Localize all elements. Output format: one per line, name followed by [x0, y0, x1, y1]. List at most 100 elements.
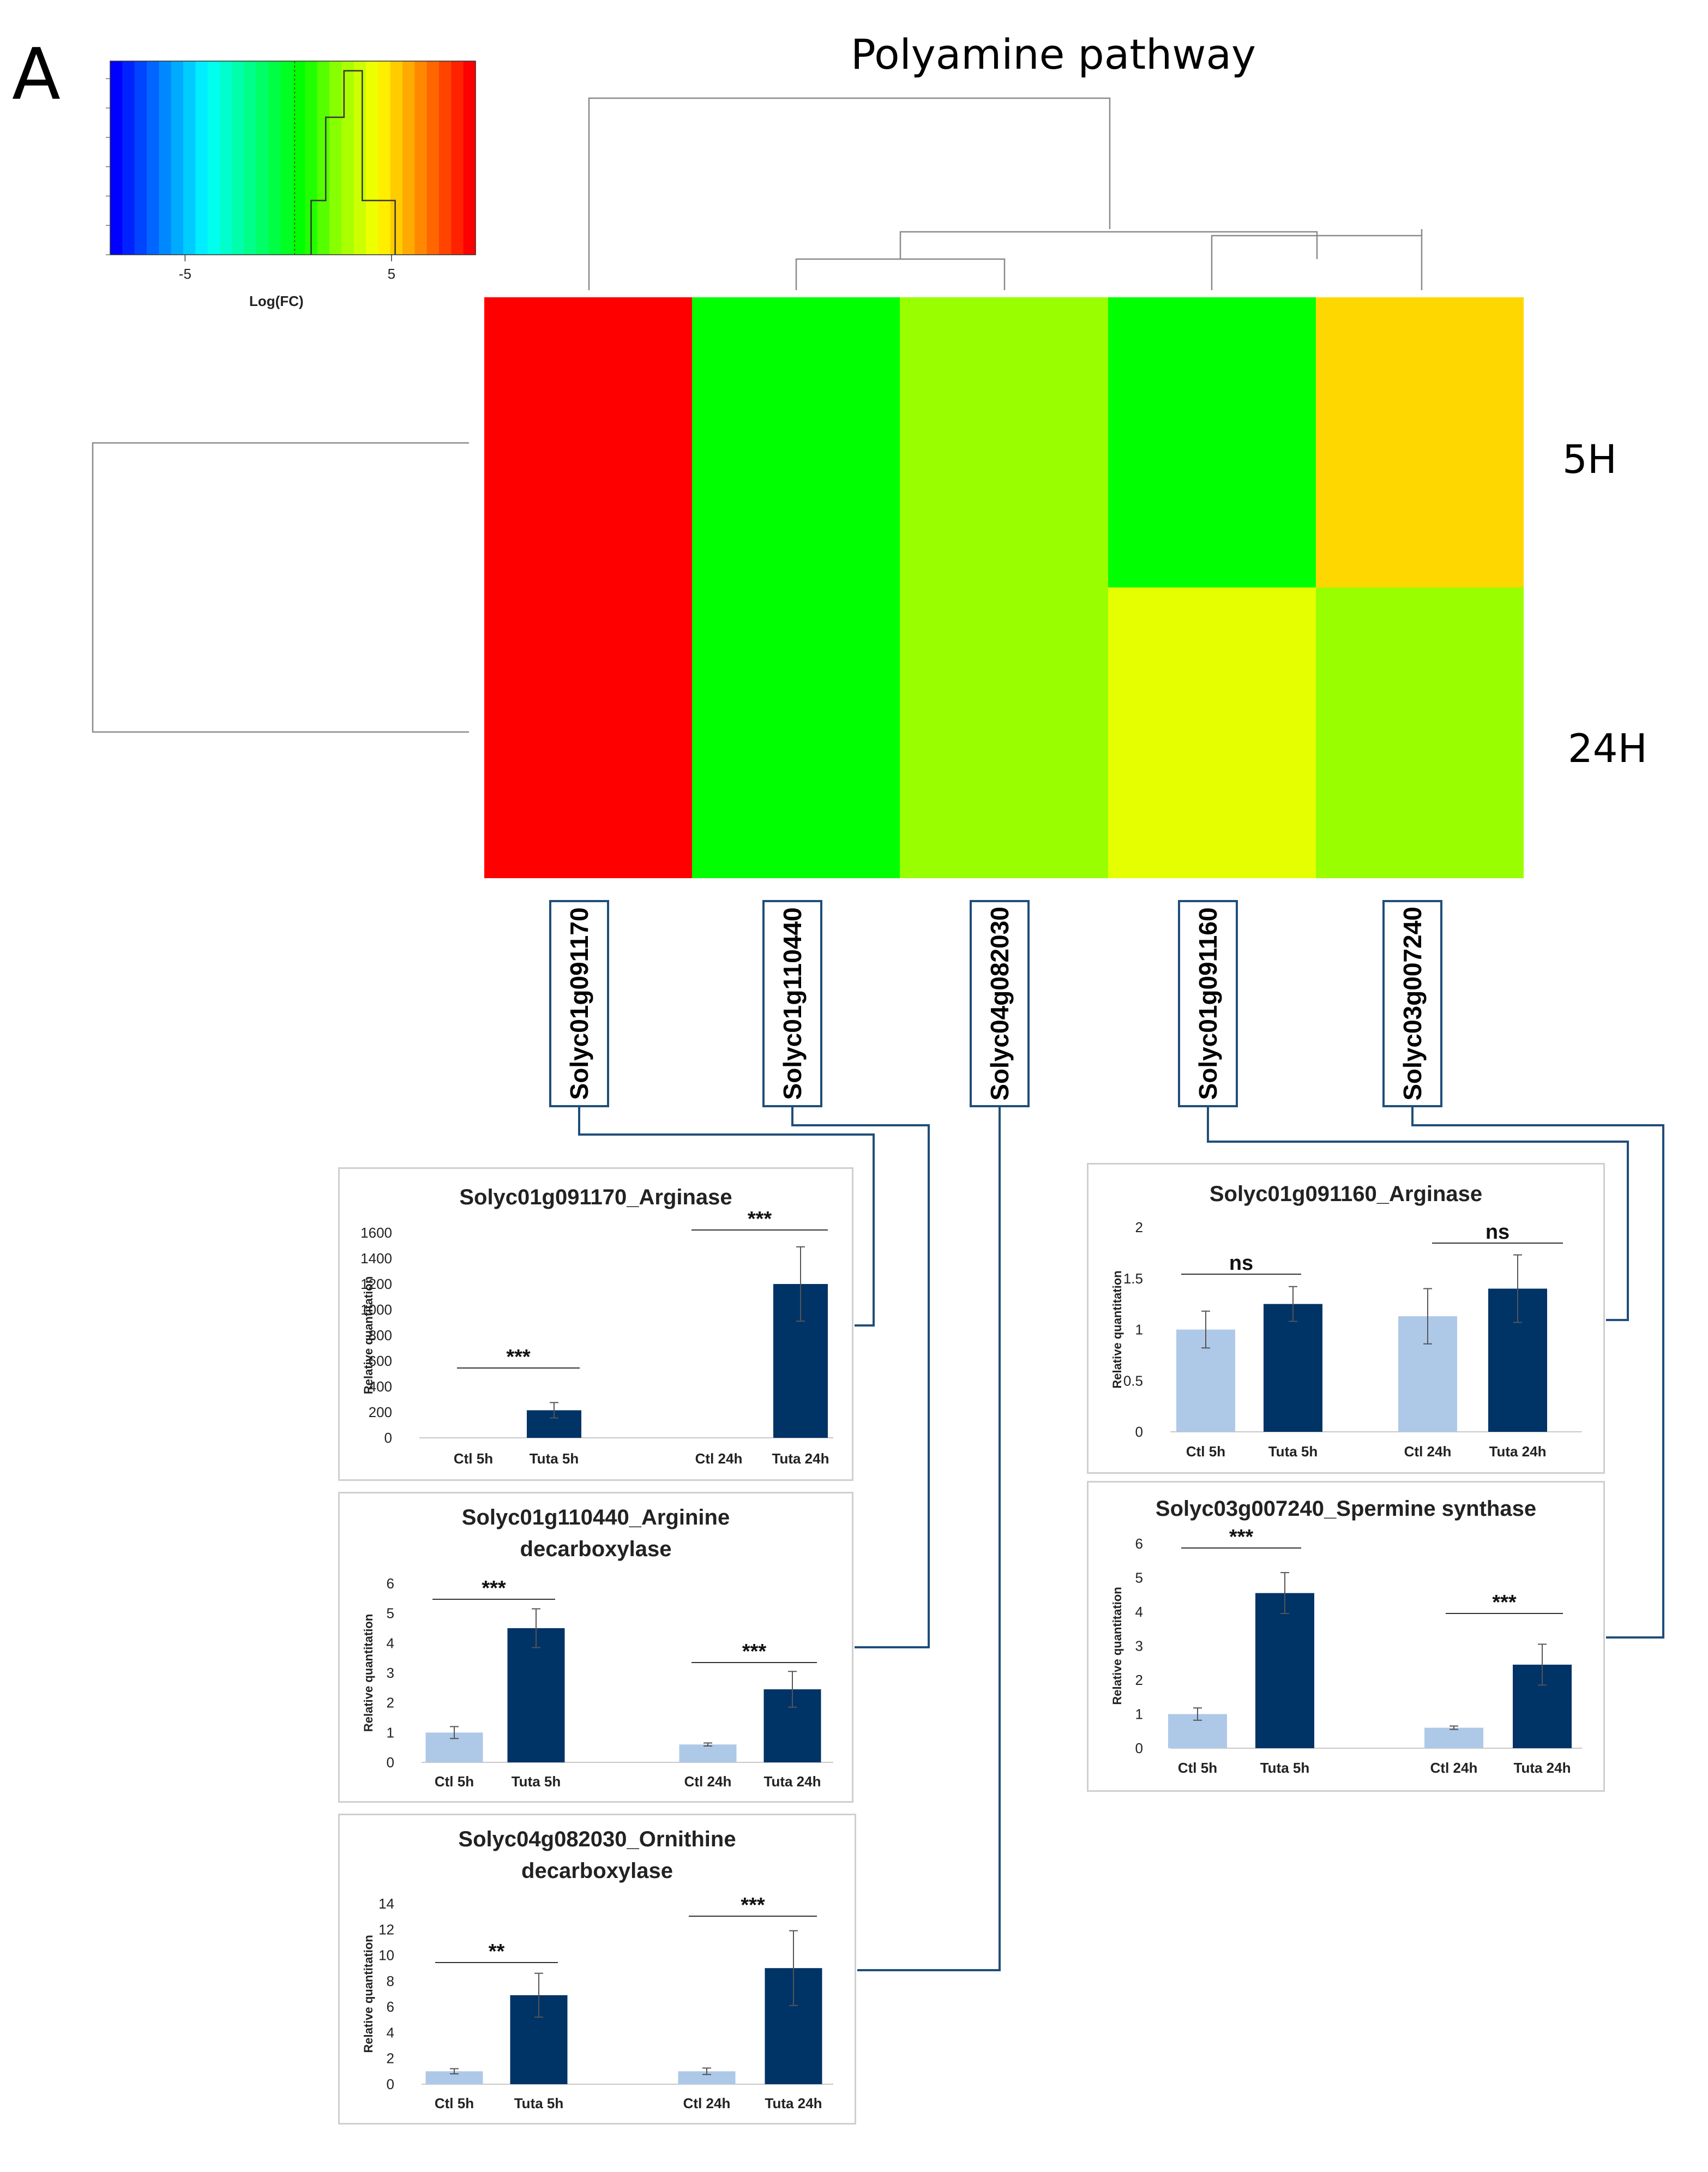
- key-color-band: [329, 61, 342, 255]
- x-tick-label: Ctl 24h: [1430, 1760, 1478, 1776]
- gene-label: Solyc03g007240: [1398, 907, 1427, 1101]
- gene-label-box: Solyc04g082030: [970, 900, 1030, 1107]
- y-tick-label: 200: [369, 1404, 392, 1420]
- y-tick-label: 4: [1135, 1604, 1143, 1620]
- y-tick-label: 0: [1135, 1424, 1143, 1440]
- gene-connector-line: [578, 1107, 875, 1327]
- key-color-band: [244, 61, 257, 255]
- gene-connector-line: [1207, 1107, 1629, 1321]
- key-color-band: [268, 61, 281, 255]
- bar-chart: 0 0.5 1 1.5 2 Relative quantitation Ctl 5h Tuta…: [1110, 1219, 1582, 1460]
- y-axis-label: Relative quantitation: [1110, 1270, 1124, 1388]
- row-label-24h: 24H: [1568, 725, 1647, 771]
- x-tick-label: Tuta 5h: [1260, 1760, 1310, 1776]
- significance-label: ***: [742, 1640, 767, 1663]
- heatmap-cell: [692, 297, 900, 588]
- key-color-band: [451, 61, 464, 255]
- chart-title: Solyc04g082030_Ornithine: [458, 1827, 736, 1851]
- chart-title: Solyc01g091170_Arginase: [459, 1185, 732, 1209]
- y-tick-label: 4: [387, 2024, 394, 2041]
- x-tick-label: Ctl 5h: [435, 2095, 474, 2111]
- key-color-band: [463, 61, 476, 255]
- x-tick-label: Ctl 24h: [695, 1450, 743, 1467]
- color-key: -5 5 Log(FC): [106, 61, 476, 309]
- key-color-band: [414, 61, 428, 255]
- x-tick-label: Ctl 24h: [684, 1773, 732, 1790]
- column-dendrogram-branch: [899, 231, 1318, 259]
- significance-label: ***: [506, 1346, 531, 1369]
- y-tick-label: 12: [378, 1921, 394, 1937]
- bar-ctl-5h: [425, 2071, 483, 2084]
- gene-connector-line: [857, 1107, 1001, 1971]
- bar-chart: 0 200 400 600 800 1000 1200 1400 1600 Relative qu…: [360, 1208, 833, 1467]
- heatmap-cell: [484, 297, 693, 588]
- chart-title-line2: decarboxylase: [521, 1859, 673, 1883]
- key-color-band: [147, 61, 159, 255]
- significance-label: ***: [741, 1894, 765, 1917]
- y-tick-label: 4: [387, 1635, 394, 1651]
- y-tick-label: 0: [387, 1754, 394, 1771]
- key-color-band: [317, 61, 330, 255]
- heatmap-cell: [1108, 297, 1316, 588]
- y-tick-label: 6: [1135, 1535, 1143, 1552]
- y-tick-label: 2: [387, 2050, 394, 2067]
- heatmap-cell: [1315, 297, 1524, 588]
- significance-label: ***: [1229, 1526, 1254, 1549]
- bar-chart: 0 1 2 3 4 5 6 Relative quantitation Ctl 5h Tuta 5…: [1110, 1526, 1582, 1776]
- gene-connector-line: [1411, 1107, 1664, 1639]
- y-tick-label: 1000: [360, 1301, 392, 1318]
- bar-ctl-24h: [679, 1744, 737, 1762]
- key-tick-label: 5: [388, 266, 395, 282]
- significance-label: ns: [1229, 1252, 1253, 1275]
- x-tick-label: Tuta 5h: [512, 1773, 561, 1790]
- key-color-band: [341, 61, 354, 255]
- y-tick-label: 6: [387, 1575, 394, 1592]
- y-tick-label: 1.5: [1123, 1270, 1143, 1287]
- chart-title-line2: decarboxylase: [520, 1537, 672, 1561]
- heatmap-cell: [900, 587, 1109, 878]
- x-tick-label: Tuta 24h: [1514, 1760, 1571, 1776]
- gene-label: Solyc04g082030: [985, 907, 1014, 1101]
- heatmap-cell: [484, 587, 693, 878]
- row-dendrogram-branch: [92, 442, 469, 733]
- heatmap: [484, 297, 1524, 878]
- y-axis-label: Relative quantitation: [362, 1276, 375, 1394]
- y-axis-label: Relative quantitation: [362, 1935, 375, 2053]
- y-tick-label: 0: [387, 2076, 394, 2092]
- heatmap-cell: [1108, 587, 1316, 878]
- key-color-band: [195, 61, 208, 255]
- y-tick-label: 1400: [360, 1250, 392, 1267]
- y-tick-label: 1: [1135, 1706, 1143, 1723]
- significance-label: **: [489, 1940, 505, 1963]
- y-tick-label: 8: [387, 1973, 394, 1989]
- y-tick-label: 5: [1135, 1570, 1143, 1586]
- y-tick-label: 1: [1135, 1322, 1143, 1338]
- key-color-band: [159, 61, 172, 255]
- gene-label: Solyc01g091170: [565, 907, 593, 1100]
- y-tick-label: 10: [378, 1947, 394, 1964]
- y-tick-label: 3: [387, 1665, 394, 1681]
- y-tick-label: 2: [387, 1695, 394, 1711]
- gene-label: Solyc01g091160: [1194, 907, 1222, 1100]
- y-tick-label: 1: [387, 1724, 394, 1741]
- significance-label: ***: [748, 1208, 772, 1231]
- key-color-band: [232, 61, 245, 255]
- y-tick-label: 0: [1135, 1740, 1143, 1756]
- heatmap-title: Polyamine pathway: [851, 30, 1256, 79]
- y-tick-label: 2: [1135, 1672, 1143, 1688]
- bar-chart: 0 2 4 6 8 10 12 14 Relative quantitation Ctl 5h Tu…: [362, 1894, 833, 2111]
- x-tick-label: Tuta 5h: [514, 2095, 564, 2111]
- x-tick-label: Tuta 24h: [772, 1450, 829, 1467]
- key-color-band: [220, 61, 232, 255]
- bar-tuta-5h: [507, 1628, 565, 1762]
- y-tick-label: 800: [369, 1327, 392, 1343]
- x-tick-label: Ctl 5h: [1186, 1443, 1225, 1460]
- y-tick-label: 5: [387, 1605, 394, 1622]
- x-tick-label: Tuta 5h: [530, 1450, 579, 1467]
- y-axis-label: Relative quantitation: [1110, 1587, 1124, 1705]
- chart-card-arginase-1: Solyc01g091170_Arginase 0 200 400 600 800 100…: [338, 1167, 853, 1481]
- x-tick-label: Tuta 5h: [1268, 1443, 1318, 1460]
- y-tick-label: 6: [387, 1999, 394, 2015]
- key-color-band: [426, 61, 440, 255]
